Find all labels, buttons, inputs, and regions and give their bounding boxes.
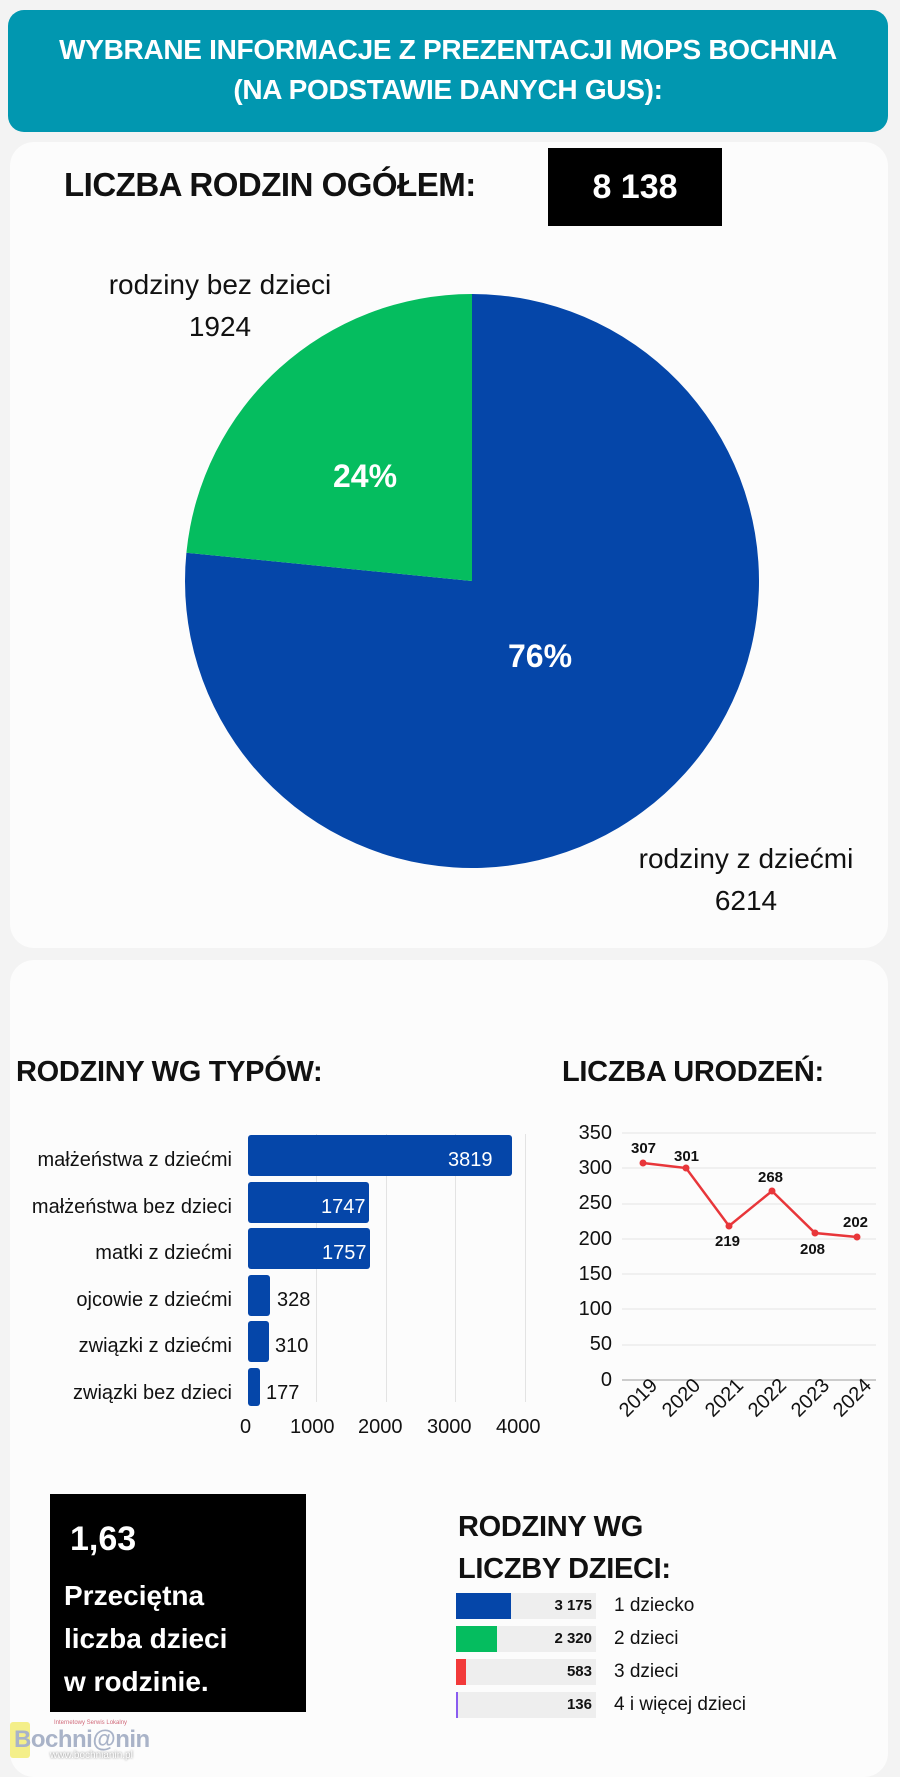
- types-xtick: 0: [240, 1416, 252, 1438]
- pie-label-with-children-value: 6214: [714, 885, 778, 916]
- kids-bar: [456, 1626, 497, 1652]
- logo-url: www.bochnianin.pl: [50, 1750, 133, 1761]
- kids-bar: [456, 1593, 511, 1619]
- births-point-label: 219: [715, 1233, 741, 1250]
- types-bar: [248, 1228, 370, 1269]
- types-bar: [248, 1368, 260, 1406]
- types-row-label: małżeństwa bez dzieci: [31, 1196, 232, 1218]
- types-row-label: matki z dziećmi: [95, 1242, 232, 1264]
- births-ytick: 300: [578, 1157, 612, 1179]
- births-ytick: 100: [578, 1298, 612, 1320]
- types-bar: [248, 1182, 369, 1223]
- gridline: [525, 1134, 526, 1402]
- kids-bar: [456, 1659, 466, 1685]
- average-caption-line: liczba dzieci: [64, 1623, 228, 1654]
- types-bar: [248, 1321, 269, 1362]
- births-title: LICZBA URODZEŃ:: [562, 1056, 824, 1088]
- births-ytick: 250: [578, 1192, 612, 1214]
- types-bar-value: 177: [266, 1382, 300, 1404]
- births-point-label: 268: [758, 1169, 784, 1186]
- types-row-label: ojcowie z dziećmi: [76, 1289, 232, 1311]
- kids-title: RODZINY WG LICZBY DZIECI:: [458, 1506, 671, 1590]
- page-header: WYBRANE INFORMACJE Z PREZENTACJI MOPS BO…: [8, 10, 888, 132]
- births-line-chart: 350 300 250 200 150 100 50 0 307 301 219…: [550, 1110, 900, 1470]
- average-children-value: 1,63: [70, 1520, 137, 1558]
- births-point-label: 208: [800, 1241, 826, 1258]
- types-bar-chart: małżeństwa z dziećmi 3819 małżeństwa bez…: [0, 1120, 560, 1440]
- types-bar-value: 328: [277, 1289, 311, 1311]
- kids-title-line: LICZBY DZIECI:: [458, 1553, 671, 1585]
- types-row-label: związki z dziećmi: [78, 1335, 232, 1357]
- births-ytick: 350: [578, 1122, 612, 1144]
- births-ytick: 0: [600, 1369, 612, 1391]
- families-pie-chart: [185, 294, 759, 868]
- kids-bar: [456, 1692, 458, 1718]
- types-xtick: 4000: [496, 1416, 541, 1438]
- types-bar-value: 310: [275, 1335, 309, 1357]
- logo-tagline: Internetowy Serwis Lokalny: [54, 1720, 128, 1726]
- births-ytick: 200: [578, 1228, 612, 1250]
- average-caption-line: Przeciętna: [64, 1580, 205, 1611]
- types-title: RODZINY WG TYPÓW:: [16, 1056, 323, 1088]
- types-bar-value: 1747: [321, 1196, 366, 1218]
- pie-pct-with-children: 76%: [508, 638, 573, 674]
- births-point-label: 202: [843, 1214, 869, 1231]
- pie-slice-with-children: [185, 294, 759, 868]
- kids-bar-value: 136: [566, 1696, 592, 1713]
- pie-label-without-children: rodziny bez dzieci 1924: [80, 264, 360, 348]
- births-plot: [622, 1132, 876, 1381]
- kids-bar-chart: 3 175 1 dziecko 2 320 2 dzieci 583 3 dzi…: [456, 1593, 796, 1723]
- header-line-2: (NA PODSTAWIE DANYCH GUS):: [233, 74, 663, 105]
- kids-bar-label: 4 i więcej dzieci: [614, 1694, 746, 1715]
- kids-bar-label: 1 dziecko: [614, 1595, 695, 1616]
- pie-label-with-children-name: rodziny z dziećmi: [638, 843, 854, 874]
- types-xtick: 2000: [358, 1416, 403, 1438]
- kids-bar-label: 3 dzieci: [614, 1661, 679, 1682]
- total-families-label: LICZBA RODZIN OGÓŁEM:: [64, 166, 476, 203]
- pie-label-without-children-value: 1924: [188, 311, 252, 342]
- gridline: [386, 1134, 387, 1402]
- births-point-label: 301: [674, 1148, 700, 1165]
- pie-pct-without-children: 24%: [333, 458, 398, 494]
- pie-label-without-children-name: rodziny bez dzieci: [108, 269, 332, 300]
- total-families-value: 8 138: [548, 148, 722, 226]
- types-xtick: 1000: [290, 1416, 335, 1438]
- types-bar-value: 3819: [448, 1149, 493, 1171]
- bochnianin-watermark: Internetowy Serwis Lokalny Bochni@nin ww…: [10, 1720, 152, 1764]
- gridline: [455, 1134, 456, 1402]
- kids-bar-value: 583: [566, 1663, 592, 1680]
- types-row-label: związki bez dzieci: [73, 1382, 232, 1404]
- births-point-label: 307: [631, 1140, 657, 1157]
- average-children-box: 1,63 Przeciętna liczba dzieci w rodzinie…: [50, 1494, 306, 1712]
- types-bar-value: 1757: [322, 1242, 367, 1264]
- types-row-label: małżeństwa z dziećmi: [37, 1149, 232, 1171]
- kids-bar-value: 2 320: [554, 1630, 592, 1647]
- kids-bar-track: [456, 1659, 596, 1685]
- types-xtick: 3000: [427, 1416, 472, 1438]
- births-ytick: 150: [578, 1263, 612, 1285]
- kids-title-line: RODZINY WG: [458, 1511, 643, 1543]
- average-children-caption: Przeciętna liczba dzieci w rodzinie.: [64, 1574, 227, 1703]
- pie-slice-without-children: [186, 294, 472, 581]
- types-bar: [248, 1135, 512, 1176]
- kids-bar-track: [456, 1692, 596, 1718]
- types-bar: [248, 1275, 270, 1316]
- logo-brand: Bochni@nin: [14, 1726, 150, 1753]
- logo-yellow-block: [10, 1722, 30, 1758]
- births-ytick: 50: [589, 1333, 612, 1355]
- header-line-1: WYBRANE INFORMACJE Z PREZENTACJI MOPS BO…: [59, 34, 837, 65]
- average-caption-line: w rodzinie.: [64, 1666, 209, 1697]
- kids-bar-label: 2 dzieci: [614, 1628, 679, 1649]
- pie-label-with-children: rodziny z dziećmi 6214: [606, 838, 886, 922]
- kids-bar-value: 3 175: [554, 1597, 592, 1614]
